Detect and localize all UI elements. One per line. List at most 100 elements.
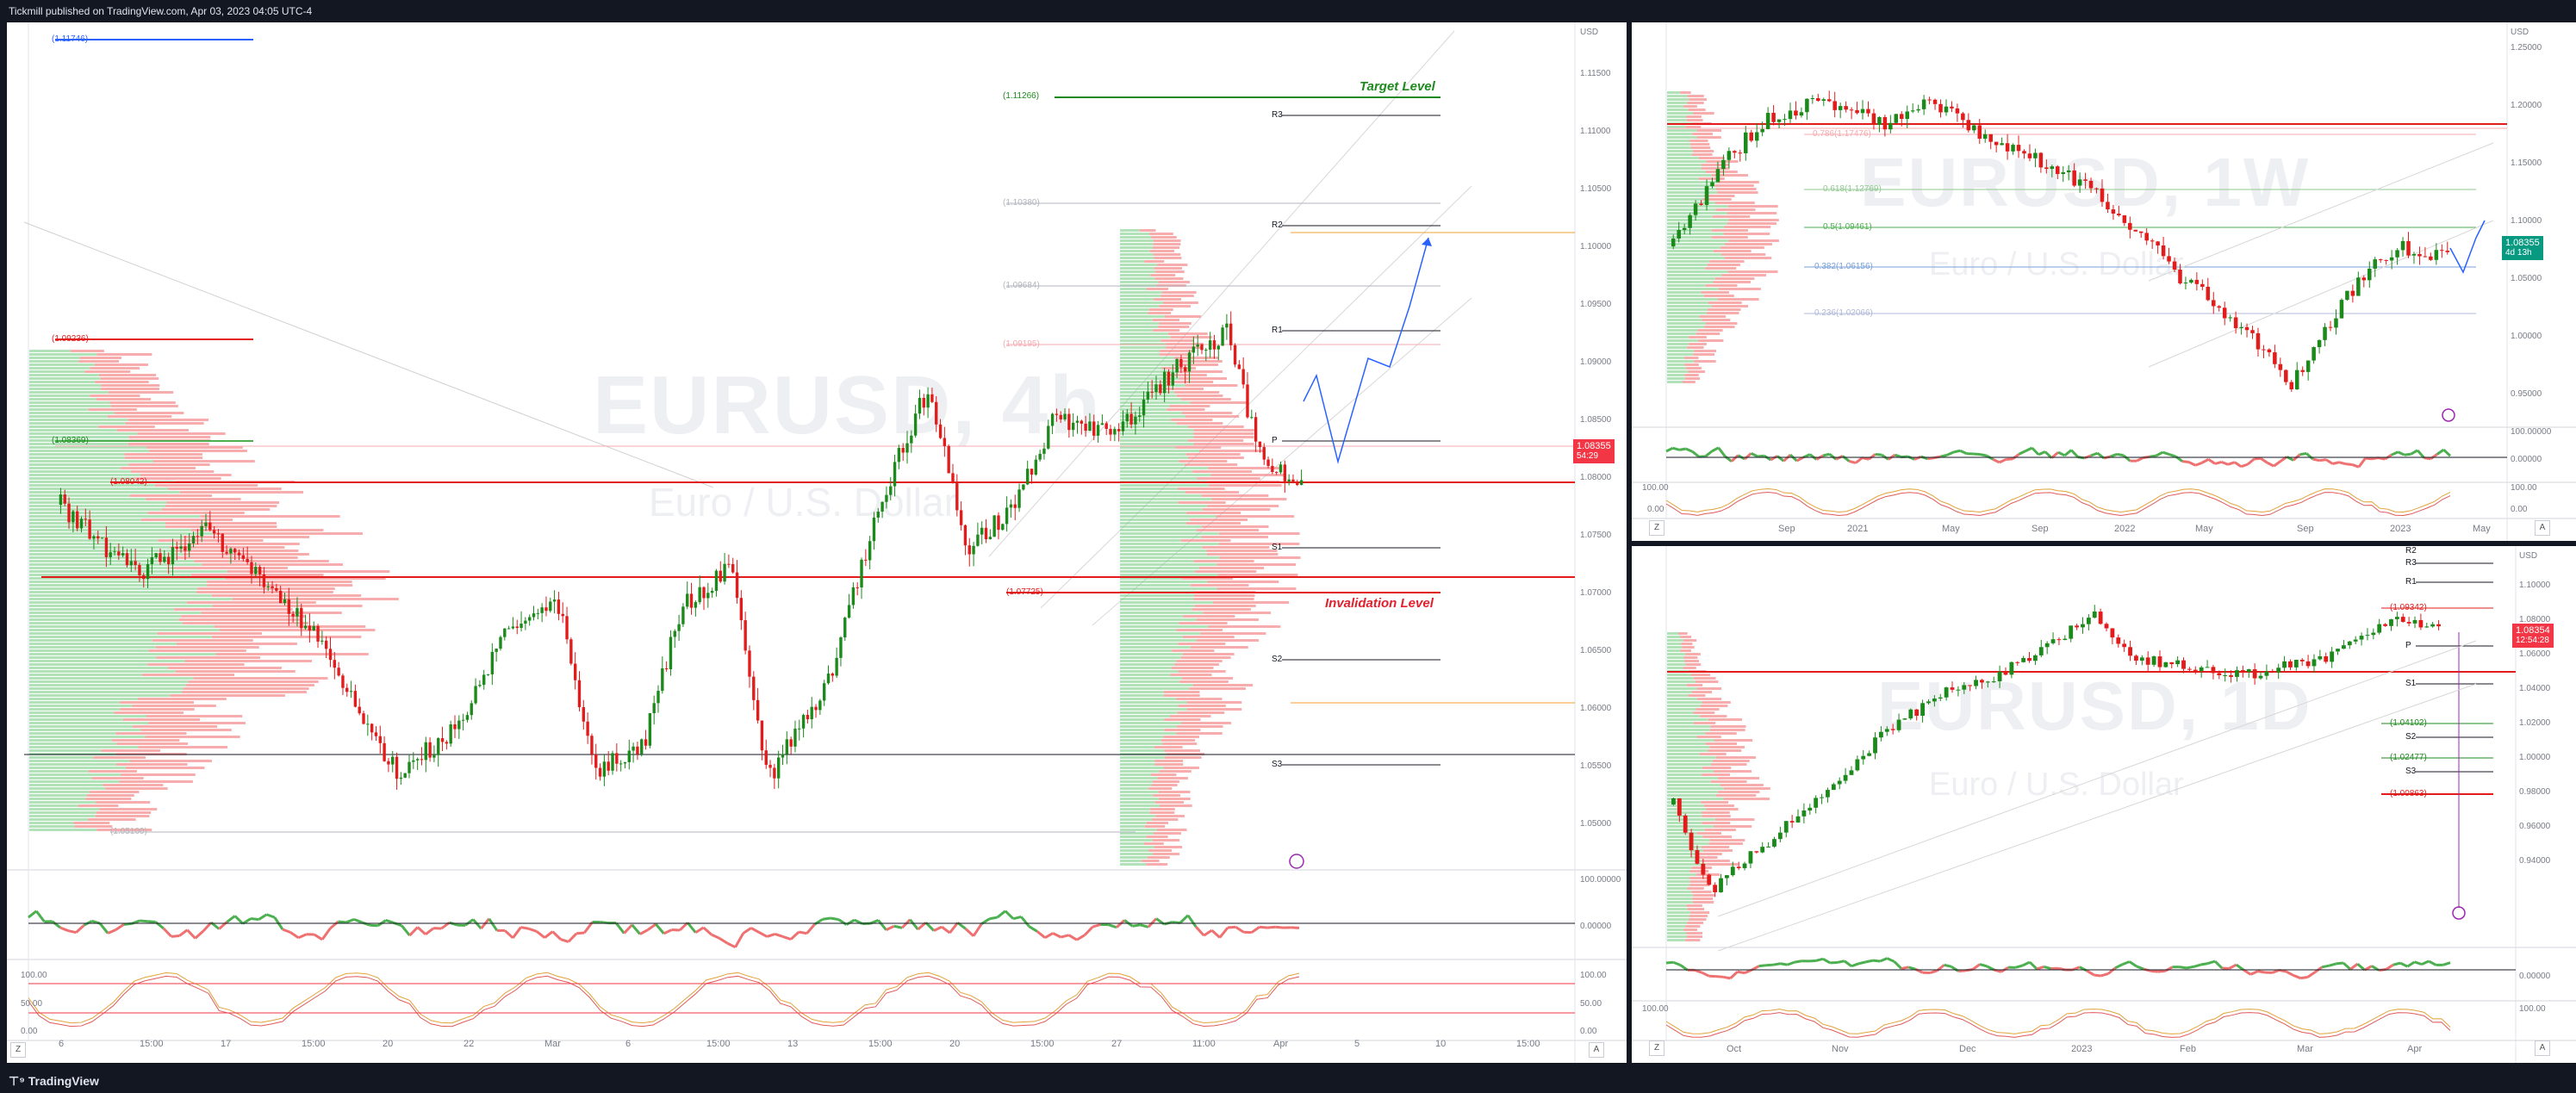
price-chart-4h[interactable] [7, 22, 1627, 1063]
volume-profile-right-bar-red [1185, 453, 1241, 456]
rsi-line [2207, 959, 2216, 966]
volume-profile-right-bar-green [1120, 863, 1147, 866]
volume-profile-right-bar-red [1160, 295, 1194, 297]
candle-body [1754, 132, 1759, 141]
chart-panel-1d[interactable]: EURUSD, 1D Euro / U.S. Dollar USD 1.1000… [1632, 546, 2576, 1063]
volume-profile-right-bar-red [1154, 298, 1181, 301]
volume-profile-bar-red [1710, 780, 1747, 783]
candle-body [2339, 300, 2344, 319]
volume-profile-right-bar-red [1149, 250, 1174, 252]
volume-profile-bar-red [1710, 725, 1746, 728]
candle-body [2122, 214, 2127, 223]
rsi-line [2164, 966, 2174, 972]
volume-profile-right-bar-red [1162, 301, 1198, 304]
volume-profile-bar-red [140, 474, 232, 476]
volume-profile-bar-green [29, 532, 213, 535]
volume-profile-right-bar-red [1154, 801, 1185, 804]
volume-profile-bar-red [1713, 250, 1752, 252]
candle-body [1950, 687, 1955, 690]
volume-profile-bar-red [1715, 794, 1757, 797]
volume-profile-bar-green [29, 646, 156, 649]
candle-body [2005, 143, 2010, 152]
rsi-line [1907, 455, 1915, 461]
candle-body [735, 572, 739, 599]
chart-panel-1w[interactable]: EURUSD, 1W Euro / U.S. Dollar USD 1.2500… [1632, 22, 2576, 541]
volume-profile-bar-red [1702, 822, 1731, 824]
candle-body [1138, 415, 1142, 417]
volume-profile-bar-red [1686, 904, 1702, 907]
auto-scale-button[interactable]: A [1589, 1042, 1604, 1058]
rsi-line [178, 928, 189, 937]
candle-body [536, 612, 540, 614]
volume-profile-bar-red [177, 550, 299, 552]
price-axis-label-12: 1.05500 [1580, 761, 1612, 771]
candle-body [1849, 109, 1854, 111]
candle-body [150, 556, 154, 565]
price-axis-label-1: 1.20000 [2511, 101, 2542, 110]
volume-profile-right-bar-red [1192, 684, 1254, 686]
time-axis-label-6: Apr [2407, 1044, 2423, 1054]
volume-profile-bar-green [29, 408, 89, 411]
rsi-line [320, 927, 332, 941]
tradingview-logo[interactable]: ⊤⁹ TradingView [9, 1074, 99, 1088]
event-marker-icon [2442, 408, 2455, 422]
price-chart-1w[interactable] [1632, 22, 2576, 541]
volume-profile-bar-green [29, 384, 102, 387]
time-axis-label-15: Apr [1273, 1039, 1289, 1049]
volume-profile-bar-red [1702, 849, 1733, 852]
volume-profile-bar-red [190, 574, 324, 576]
rsi-line [329, 920, 339, 929]
candle-body [2262, 349, 2266, 351]
volume-profile-bar-green [1667, 102, 1688, 104]
candle-body [1927, 99, 1932, 101]
rsi-line [194, 930, 204, 940]
volume-profile-bar-red [207, 581, 352, 583]
rsi-line [1084, 925, 1094, 936]
volume-profile-right-bar-red [1169, 405, 1210, 407]
volume-profile-bar-red [166, 501, 280, 504]
candle-body [72, 511, 75, 523]
zoom-reset-button[interactable]: Z [1649, 1040, 1664, 1056]
volume-profile-right-bar-green [1120, 760, 1155, 762]
volume-profile-bar-green [29, 363, 95, 366]
price-axis-label-11: 1.06000 [1580, 704, 1612, 713]
pivot-p: P [1272, 436, 1278, 445]
volume-profile-bar-red [124, 456, 203, 459]
volume-profile-right-bar-green [1120, 732, 1177, 735]
volume-profile-bar-red [96, 353, 152, 356]
volume-profile-bar-green [1667, 381, 1683, 383]
rsi-line [2356, 962, 2366, 972]
volume-profile-bar-red [1711, 305, 1749, 307]
volume-profile-right-bar-red [1198, 567, 1265, 569]
volume-profile-bar-green [1667, 270, 1728, 273]
volume-profile-bar-green [29, 401, 110, 404]
volume-profile-bar-red [1714, 739, 1753, 742]
candle-body [2128, 647, 2132, 656]
volume-profile-bar-green [29, 360, 79, 363]
volume-profile-bar-green [1667, 818, 1715, 821]
volume-profile-bar-green [29, 736, 146, 738]
rsi-line [2116, 452, 2125, 457]
volume-profile-right-bar-red [1173, 357, 1219, 359]
volume-profile-bar-green [1667, 901, 1693, 904]
zoom-reset-button[interactable]: Z [1649, 520, 1664, 536]
auto-scale-button[interactable]: A [2535, 520, 2550, 536]
auto-scale-button[interactable]: A [2535, 1040, 2550, 1056]
candle-body [362, 713, 365, 724]
chart-panel-4h[interactable]: EURUSD, 4h Euro / U.S. Dollar USD 1.1150… [7, 22, 1627, 1063]
rsi-line [345, 917, 355, 924]
volume-profile-right-bar-green [1120, 295, 1161, 297]
rsi-line [924, 922, 936, 932]
volume-profile-right-bar-green [1120, 522, 1186, 525]
volume-profile-bar-green [29, 615, 182, 618]
zoom-reset-button[interactable]: Z [10, 1042, 26, 1058]
candle-body [1884, 729, 1889, 732]
volume-profile-bar-red [1689, 140, 1708, 142]
candle-body [495, 649, 498, 652]
rsi-line [35, 910, 46, 922]
price-chart-1d[interactable] [1632, 546, 2576, 1063]
volume-profile-right-bar-green [1120, 243, 1154, 245]
rsi-line [2378, 456, 2386, 461]
candle-body [1777, 832, 1783, 840]
volume-profile-right-bar-red [1154, 267, 1183, 270]
